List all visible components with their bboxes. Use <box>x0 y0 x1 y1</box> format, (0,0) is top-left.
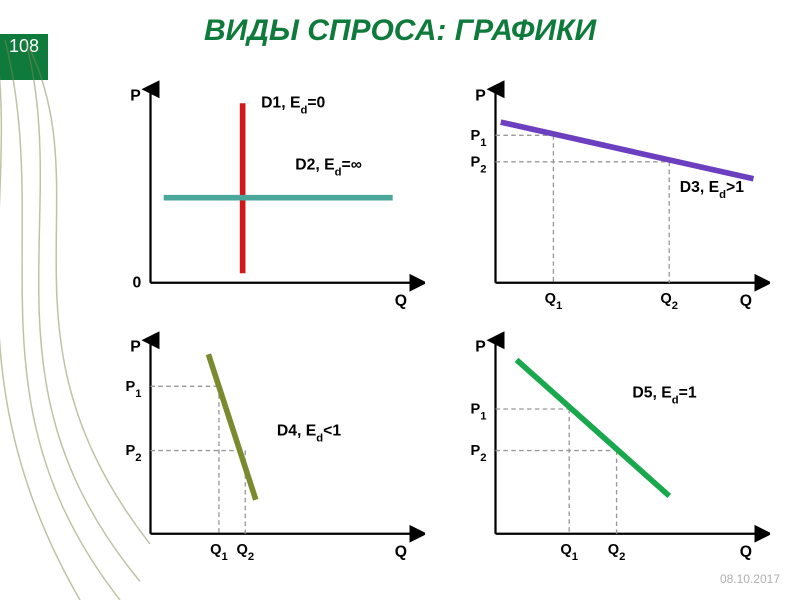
svg-text:Q2: Q2 <box>236 542 254 563</box>
svg-text:Q1: Q1 <box>560 542 578 563</box>
demand-line <box>501 122 754 179</box>
svg-text:P: P <box>475 339 486 356</box>
demand-line <box>208 354 255 500</box>
svg-text:P1: P1 <box>125 379 141 400</box>
svg-text:Q: Q <box>395 544 407 561</box>
chart-svg-2: P Q P1 P2 Q1 Q2 D3, Ed>1 <box>455 80 770 321</box>
chart-3: P Q P1 P2 Q1 Q2 D4, Ed<1 <box>110 331 425 572</box>
svg-text:P1: P1 <box>470 402 486 423</box>
svg-text:0: 0 <box>133 274 142 291</box>
page-number-badge: 108 <box>0 34 48 80</box>
svg-text:P2: P2 <box>125 443 141 464</box>
svg-text:D1, Ed=0: D1, Ed=0 <box>261 95 325 117</box>
svg-text:P2: P2 <box>470 443 486 464</box>
svg-text:D2, Ed=∞: D2, Ed=∞ <box>295 156 362 178</box>
chart-1: P Q 0 D1, Ed=0 D2, Ed=∞ <box>110 80 425 321</box>
chart-svg-4: P Q P1 P2 Q1 Q2 D5, Ed=1 <box>455 331 770 572</box>
svg-text:P1: P1 <box>470 128 486 149</box>
svg-text:D5, Ed=1: D5, Ed=1 <box>632 385 696 407</box>
demand-line <box>517 360 670 496</box>
svg-text:Q2: Q2 <box>660 291 678 312</box>
chart-svg-1: P Q 0 D1, Ed=0 D2, Ed=∞ <box>110 80 425 321</box>
page-title: ВИДЫ СПРОСА: ГРАФИКИ <box>0 14 800 48</box>
chart-2: P Q P1 P2 Q1 Q2 D3, Ed>1 <box>455 80 770 321</box>
svg-text:P2: P2 <box>470 154 486 175</box>
svg-text:Q: Q <box>395 292 407 309</box>
svg-text:P: P <box>130 88 141 105</box>
svg-text:D3, Ed>1: D3, Ed>1 <box>680 179 744 201</box>
svg-text:Q2: Q2 <box>608 542 626 563</box>
svg-text:Q1: Q1 <box>210 542 228 563</box>
svg-text:Q: Q <box>740 544 752 561</box>
svg-text:Q1: Q1 <box>545 291 563 312</box>
charts-grid: P Q 0 D1, Ed=0 D2, Ed=∞ P Q P1 P2 Q1 Q2 D3, Ed>1 P… <box>110 80 770 550</box>
svg-text:Q: Q <box>740 292 752 309</box>
svg-text:P: P <box>475 88 486 105</box>
svg-text:D4, Ed<1: D4, Ed<1 <box>277 423 341 445</box>
date-footer: 08.10.2017 <box>720 572 780 586</box>
svg-text:P: P <box>130 339 141 356</box>
chart-4: P Q P1 P2 Q1 Q2 D5, Ed=1 <box>455 331 770 572</box>
chart-svg-3: P Q P1 P2 Q1 Q2 D4, Ed<1 <box>110 331 425 572</box>
